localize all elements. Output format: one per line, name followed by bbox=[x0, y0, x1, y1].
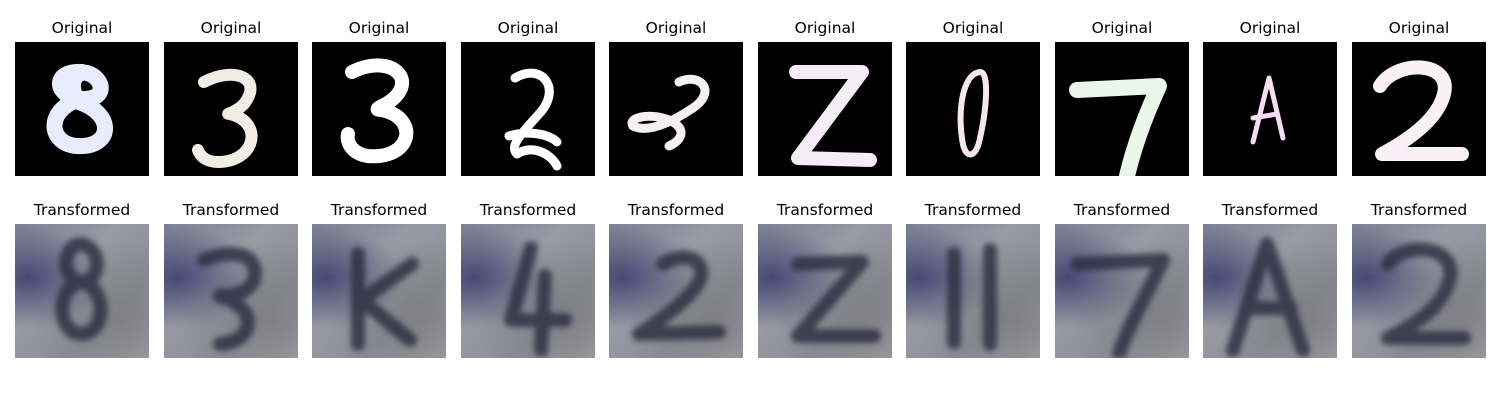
original-glyph bbox=[164, 42, 298, 176]
original-digit-image bbox=[1055, 42, 1189, 176]
transformed-title: Transformed bbox=[1203, 201, 1337, 219]
original-digit-image bbox=[758, 42, 892, 176]
transformed-digit-image bbox=[312, 224, 446, 358]
original-title: Original bbox=[1203, 19, 1337, 37]
original-digit-image bbox=[312, 42, 446, 176]
transformed-title: Transformed bbox=[15, 201, 149, 219]
original-title: Original bbox=[15, 19, 149, 37]
transformed-digit-image bbox=[1203, 224, 1337, 358]
transformed-title: Transformed bbox=[1352, 201, 1486, 219]
transformed-glyph bbox=[758, 224, 892, 358]
original-glyph bbox=[758, 42, 892, 176]
original-title: Original bbox=[1055, 19, 1189, 37]
transformed-digit-image bbox=[164, 224, 298, 358]
transformed-digit-image bbox=[906, 224, 1040, 358]
original-digit-image bbox=[1352, 42, 1486, 176]
original-glyph bbox=[461, 42, 595, 176]
transformed-title: Transformed bbox=[461, 201, 595, 219]
transformed-title: Transformed bbox=[609, 201, 743, 219]
original-digit-image bbox=[1203, 42, 1337, 176]
transformed-digit-image bbox=[461, 224, 595, 358]
transformed-glyph bbox=[15, 224, 149, 358]
original-glyph bbox=[1203, 42, 1337, 176]
transformed-glyph bbox=[312, 224, 446, 358]
transformed-title: Transformed bbox=[312, 201, 446, 219]
original-digit-image bbox=[15, 42, 149, 176]
transformed-glyph bbox=[164, 224, 298, 358]
transformed-glyph bbox=[1203, 224, 1337, 358]
original-glyph bbox=[1352, 42, 1486, 176]
transformed-glyph bbox=[609, 224, 743, 358]
transformed-digit-image bbox=[1352, 224, 1486, 358]
transformed-glyph bbox=[906, 224, 1040, 358]
original-title: Original bbox=[1352, 19, 1486, 37]
original-title: Original bbox=[164, 19, 298, 37]
original-title: Original bbox=[758, 19, 892, 37]
transformed-glyph bbox=[1352, 224, 1486, 358]
original-title: Original bbox=[461, 19, 595, 37]
original-title: Original bbox=[609, 19, 743, 37]
transformed-title: Transformed bbox=[164, 201, 298, 219]
transformed-digit-image bbox=[609, 224, 743, 358]
original-digit-image bbox=[164, 42, 298, 176]
original-digit-image bbox=[461, 42, 595, 176]
original-glyph bbox=[15, 42, 149, 176]
original-digit-image bbox=[906, 42, 1040, 176]
transformed-glyph bbox=[461, 224, 595, 358]
transformed-digit-image bbox=[758, 224, 892, 358]
transformed-glyph bbox=[1055, 224, 1189, 358]
original-glyph bbox=[906, 42, 1040, 176]
original-title: Original bbox=[906, 19, 1040, 37]
transformed-title: Transformed bbox=[758, 201, 892, 219]
transformed-digit-image bbox=[1055, 224, 1189, 358]
original-glyph bbox=[609, 42, 743, 176]
transformed-title: Transformed bbox=[906, 201, 1040, 219]
original-glyph bbox=[312, 42, 446, 176]
original-title: Original bbox=[312, 19, 446, 37]
transformed-title: Transformed bbox=[1055, 201, 1189, 219]
original-digit-image bbox=[609, 42, 743, 176]
original-glyph bbox=[1055, 42, 1189, 176]
transformed-digit-image bbox=[15, 224, 149, 358]
